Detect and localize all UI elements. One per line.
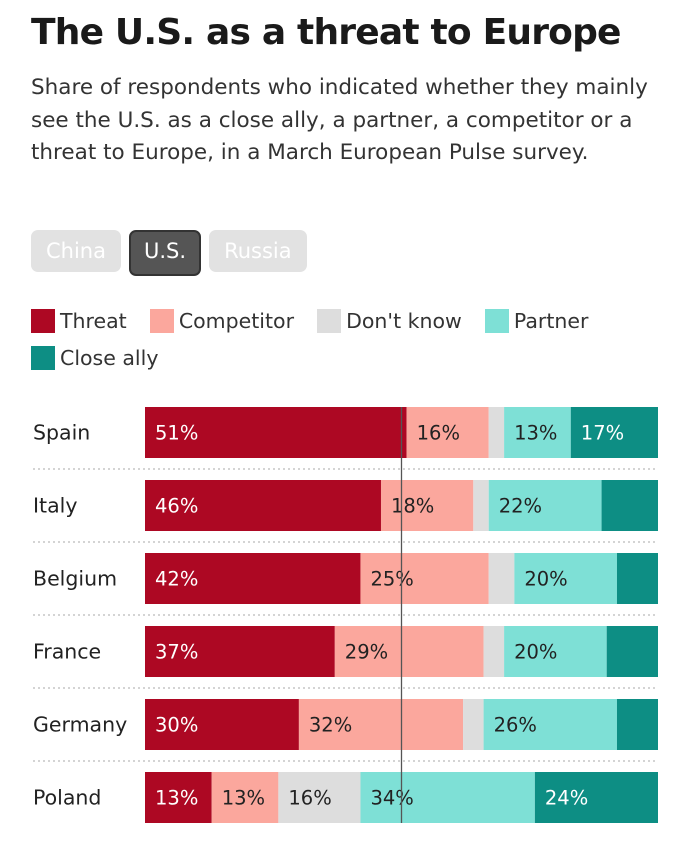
bar-belgium-threat [145,553,361,604]
bar-germany-close_ally [616,699,658,750]
legend-item-partner: Partner [484,302,589,339]
bar-france-close_ally [606,626,658,677]
data-label-italy-competitor: 18% [391,495,434,518]
legend-label-threat: Threat [60,308,127,333]
category-label-belgium: Belgium [33,567,117,591]
bar-belgium-partner [514,553,617,604]
bar-spain-dont_know [488,407,505,458]
tab-china[interactable]: China [31,230,121,272]
data-label-germany-threat: 30% [155,714,198,737]
bar-spain-partner [504,407,571,458]
data-label-spain-threat: 51% [155,422,198,445]
data-label-france-partner: 20% [514,641,557,664]
data-label-belgium-partner: 20% [524,568,567,591]
legend-item-threat: Threat [31,302,127,339]
bar-france-dont_know [483,626,505,677]
legend-swatch-close-ally [31,345,55,370]
data-label-poland-competitor: 13% [222,787,265,810]
legend: Threat Competitor Don't know Partner Clo… [31,302,671,376]
data-label-belgium-competitor: 25% [370,568,413,591]
data-label-poland-partner: 34% [370,787,413,810]
legend-item-dont-know: Don't know [317,302,462,339]
legend-label-dont-know: Don't know [346,308,462,333]
legend-item-close-ally: Close ally [31,339,158,376]
legend-swatch-threat [31,308,55,333]
tab-us[interactable]: U.S. [129,230,202,276]
bar-italy-close_ally [601,480,658,531]
bar-italy-competitor [380,480,474,531]
bar-spain-close_ally [570,407,658,458]
bar-italy-dont_know [473,480,489,531]
tab-russia[interactable]: Russia [209,230,307,272]
data-label-poland-threat: 13% [155,787,198,810]
legend-item-competitor: Competitor [149,302,295,339]
category-label-poland: Poland [33,786,101,810]
category-label-germany: Germany [33,713,127,737]
bar-belgium-competitor [360,553,489,604]
bar-poland-threat [145,772,212,823]
data-label-poland-close_ally: 24% [545,787,588,810]
data-label-italy-partner: 22% [499,495,542,518]
category-label-spain: Spain [33,421,90,445]
bar-belgium-dont_know [488,553,515,604]
bar-germany-partner [483,699,617,750]
bar-spain-competitor [406,407,489,458]
chart-subtitle: Share of respondents who indicated wheth… [31,75,648,165]
data-label-germany-partner: 26% [494,714,537,737]
data-label-italy-threat: 46% [155,495,198,518]
data-label-france-threat: 37% [155,641,198,664]
legend-swatch-partner [484,308,509,333]
bar-belgium-close_ally [616,553,658,604]
chart-title: The U.S. as a threat to Europe [31,12,621,53]
data-label-belgium-threat: 42% [155,568,198,591]
country-tabs: China U.S. Russia [31,230,307,276]
legend-label-competitor: Competitor [178,308,295,333]
data-label-germany-competitor: 32% [309,714,352,737]
data-label-france-competitor: 29% [345,641,388,664]
bar-italy-partner [488,480,602,531]
bar-france-partner [504,626,607,677]
bar-italy-threat [145,480,381,531]
bar-spain-threat [145,407,407,458]
bar-germany-dont_know [463,699,484,750]
category-label-italy: Italy [33,494,77,518]
bar-poland-partner [360,772,535,823]
bar-poland-competitor [211,772,279,823]
data-label-spain-partner: 13% [514,422,557,445]
category-label-france: France [33,640,101,664]
data-label-poland-dont_know: 16% [288,787,331,810]
bar-france-threat [145,626,335,677]
legend-label-close-ally: Close ally [60,345,159,370]
legend-label-partner: Partner [513,308,589,333]
bar-france-competitor [334,626,484,677]
legend-swatch-competitor [149,308,174,333]
bar-poland-dont_know [278,772,361,823]
bar-germany-threat [145,699,299,750]
data-label-spain-competitor: 16% [417,422,460,445]
data-label-spain-close_ally: 17% [581,422,624,445]
bar-germany-competitor [298,699,464,750]
legend-swatch-dont-know [317,308,342,333]
bar-poland-close_ally [534,772,658,823]
